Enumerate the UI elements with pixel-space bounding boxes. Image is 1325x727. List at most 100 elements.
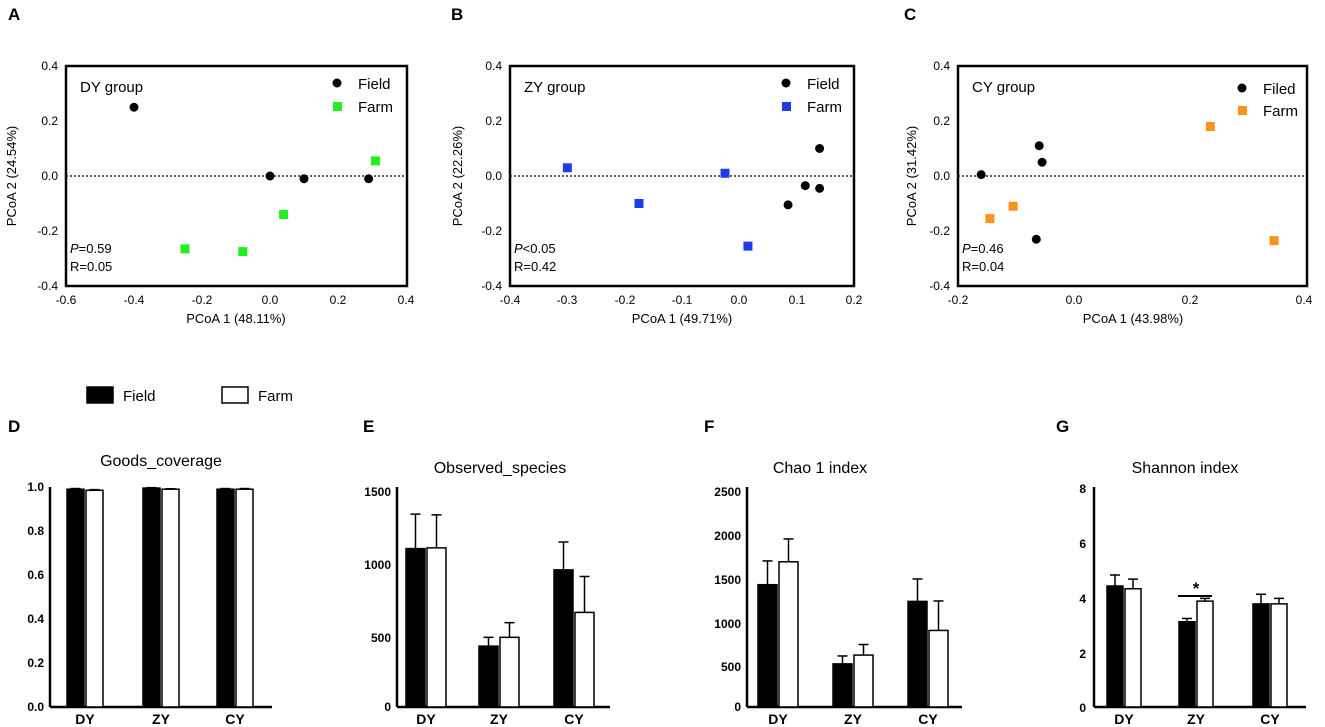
y-tick-label: 2 — [1079, 647, 1086, 661]
y-tick-label: 1.0 — [27, 480, 44, 494]
data-point-filed — [976, 170, 986, 180]
x-axis-label: PCoA 1 (49.71%) — [632, 311, 732, 326]
bar-field-zy — [832, 663, 853, 708]
bar-panel-e: E Observed_species 1500 1000 500 0 DY ZY… — [363, 417, 610, 727]
legend-label-farm: Farm — [807, 99, 842, 116]
bar-field-zy — [478, 645, 499, 708]
data-point-field — [299, 174, 309, 184]
data-point-farm — [985, 214, 995, 224]
y-tick-label: 0.4 — [485, 59, 502, 73]
bar-farm-zy — [1196, 600, 1214, 708]
x-tick-label: CY — [918, 711, 938, 727]
stats-p: P=0.59 — [70, 241, 112, 256]
data-point-field — [129, 102, 139, 112]
chart-title: Chao 1 index — [773, 460, 867, 477]
x-tick-label: -0.1 — [672, 293, 693, 307]
bar-farm-zy — [161, 488, 180, 708]
x-axis-label: PCoA 1 (43.98%) — [1083, 311, 1183, 326]
x-tick-label: 0.0 — [262, 293, 279, 307]
bar-farm-dy — [1124, 588, 1142, 708]
data-point-farm — [634, 199, 644, 208]
legend-label-field: Field — [358, 76, 391, 93]
stats-p: P<0.05 — [514, 241, 556, 256]
legend-swatch-field — [86, 386, 114, 404]
x-tick-label: 0.2 — [846, 293, 863, 307]
bar-field-dy — [66, 488, 85, 708]
bar-panel-g: G Shannon index 8 6 4 2 0 DY ZY CY * — [1056, 417, 1306, 727]
data-point-farm — [1008, 201, 1018, 211]
pcoa-panel-c: C CY group PCoA 1 (43.98%) PCoA 2 (31.42… — [904, 5, 1313, 326]
bar-field-cy — [553, 569, 574, 708]
data-point-field — [815, 144, 825, 153]
x-tick-label: DY — [75, 711, 95, 727]
bar-panel-d: D Goods_coverage 1.0 0.8 0.6 0.4 0.2 0.0… — [8, 417, 272, 727]
legend-marker-field — [781, 78, 791, 88]
y-tick-label: 0.2 — [41, 114, 58, 128]
legend-marker-farm — [782, 102, 791, 111]
y-tick-label: -0.4 — [481, 279, 502, 293]
y-tick-label: -0.2 — [481, 224, 502, 238]
bar-field-dy — [757, 583, 778, 708]
bar-field-dy — [405, 547, 426, 708]
y-tick-label: 0.0 — [933, 169, 950, 183]
x-tick-label: -0.2 — [948, 293, 969, 307]
bar-farm-cy — [235, 488, 254, 708]
y-tick-label: 0.2 — [933, 114, 950, 128]
y-tick-label: 4 — [1079, 592, 1086, 606]
p-value: =0.46 — [971, 241, 1004, 256]
y-tick-label: 0 — [1079, 701, 1086, 715]
y-tick-label: -0.2 — [37, 224, 58, 238]
panel-letter: D — [8, 417, 20, 436]
x-tick-label: -0.2 — [615, 293, 636, 307]
x-tick-label: CY — [1260, 711, 1280, 727]
y-tick-label: 0.2 — [27, 656, 44, 670]
bar-farm-dy — [426, 547, 447, 708]
data-point-farm — [720, 168, 730, 178]
chart-title: Observed_species — [434, 460, 567, 477]
chart-title: Goods_coverage — [100, 453, 222, 470]
y-tick-label: 0.2 — [485, 114, 502, 128]
y-tick-label: 2500 — [714, 485, 741, 499]
data-point-field — [800, 181, 810, 191]
p-value: =0.59 — [79, 241, 112, 256]
bar-legend: Field Farm — [86, 386, 293, 405]
data-point-filed — [1034, 141, 1044, 151]
bar-field-cy — [907, 600, 928, 708]
y-tick-label: -0.4 — [37, 279, 58, 293]
x-axis-label: PCoA 1 (48.11%) — [186, 311, 285, 326]
legend-swatch-farm — [221, 386, 249, 404]
x-tick-label: DY — [416, 711, 436, 727]
panel-letter: C — [904, 5, 916, 24]
stats-r: R=0.05 — [70, 259, 112, 274]
data-point-field — [364, 174, 374, 184]
bar-farm-dy — [778, 561, 799, 708]
y-tick-label: 0.4 — [41, 59, 58, 73]
y-tick-label: 8 — [1079, 482, 1086, 496]
data-point-farm — [743, 241, 753, 251]
panel-letter: B — [451, 5, 463, 24]
group-label: CY group — [972, 79, 1035, 96]
y-tick-label: 500 — [721, 660, 741, 674]
legend-label-field: Field — [807, 76, 840, 93]
legend-label-field: Field — [123, 388, 156, 405]
bar-farm-zy — [499, 636, 520, 708]
legend-marker-farm — [1238, 106, 1247, 115]
y-tick-label: 2000 — [714, 529, 741, 543]
p-value: <0.05 — [523, 241, 556, 256]
stats-r: R=0.04 — [962, 259, 1004, 274]
y-tick-label: 0.0 — [27, 700, 44, 714]
legend-label-field: Filed — [1263, 81, 1296, 98]
y-tick-label: 500 — [371, 631, 391, 645]
data-point-filed — [1037, 157, 1047, 167]
x-tick-label: 0.0 — [1066, 293, 1083, 307]
y-tick-label: -0.2 — [929, 224, 950, 238]
x-tick-label: 0.4 — [398, 293, 415, 307]
p-symbol: P — [514, 241, 523, 256]
x-tick-label: DY — [768, 711, 788, 727]
data-point-farm — [562, 163, 572, 173]
panel-letter: G — [1056, 417, 1069, 436]
y-axis-label: PCoA 2 (22.26%) — [450, 126, 465, 226]
p-symbol: P — [70, 241, 79, 256]
x-tick-label: ZY — [152, 711, 171, 727]
y-tick-label: 6 — [1079, 537, 1086, 551]
